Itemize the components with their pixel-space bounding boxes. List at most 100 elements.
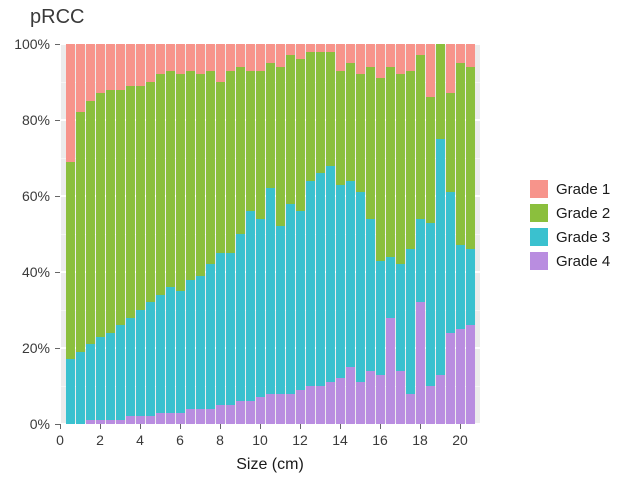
stacked-bar bbox=[406, 44, 415, 424]
bar-segment-grade4 bbox=[386, 318, 395, 424]
legend-item: Grade 3 bbox=[530, 228, 610, 246]
bar-segment-grade2 bbox=[96, 93, 105, 336]
bar-segment-grade4 bbox=[446, 333, 455, 424]
bar-segment-grade1 bbox=[456, 44, 465, 63]
bar-segment-grade3 bbox=[446, 192, 455, 333]
bar-segment-grade3 bbox=[136, 310, 145, 416]
bar-segment-grade1 bbox=[376, 44, 385, 78]
bar-segment-grade3 bbox=[156, 295, 165, 413]
bar-segment-grade2 bbox=[216, 82, 225, 253]
bar-segment-grade2 bbox=[66, 162, 75, 360]
bar-segment-grade3 bbox=[96, 337, 105, 421]
bar-segment-grade4 bbox=[316, 386, 325, 424]
stacked-bar bbox=[256, 44, 265, 424]
bar-segment-grade2 bbox=[446, 93, 455, 192]
bar-segment-grade3 bbox=[456, 245, 465, 329]
bar-segment-grade3 bbox=[226, 253, 235, 405]
bar-segment-grade4 bbox=[416, 302, 425, 424]
bar-segment-grade2 bbox=[146, 82, 155, 302]
bar-segment-grade2 bbox=[306, 52, 315, 181]
y-tick-mark bbox=[55, 120, 60, 121]
stacked-bar bbox=[386, 44, 395, 424]
bar-segment-grade2 bbox=[286, 55, 295, 203]
bar-segment-grade3 bbox=[396, 264, 405, 370]
bar-segment-grade3 bbox=[86, 344, 95, 420]
bar-segment-grade2 bbox=[326, 52, 335, 166]
bar-segment-grade2 bbox=[76, 112, 85, 351]
y-tick-label: 20% bbox=[0, 340, 50, 356]
bar-segment-grade2 bbox=[156, 74, 165, 294]
bar-segment-grade1 bbox=[196, 44, 205, 74]
stacked-bar bbox=[246, 44, 255, 424]
x-tick-label: 4 bbox=[136, 432, 144, 448]
y-tick-mark bbox=[55, 196, 60, 197]
bar-segment-grade3 bbox=[236, 234, 245, 401]
bar-segment-grade1 bbox=[126, 44, 135, 86]
legend-swatch bbox=[530, 252, 548, 270]
bar-segment-grade3 bbox=[176, 291, 185, 413]
x-tick-mark bbox=[180, 424, 181, 429]
stacked-bar bbox=[136, 44, 145, 424]
bar-segment-grade4 bbox=[276, 394, 285, 424]
x-tick-label: 16 bbox=[372, 432, 388, 448]
bar-segment-grade2 bbox=[316, 52, 325, 174]
bar-segment-grade4 bbox=[116, 420, 125, 424]
bar-segment-grade2 bbox=[116, 90, 125, 326]
bar-segment-grade1 bbox=[256, 44, 265, 71]
chart-container: pRCC 0%20%40%60%80%100% 0246810121416182… bbox=[0, 0, 632, 501]
stacked-bar bbox=[96, 44, 105, 424]
bar-segment-grade1 bbox=[116, 44, 125, 90]
x-tick-label: 20 bbox=[452, 432, 468, 448]
y-tick-label: 0% bbox=[0, 416, 50, 432]
bar-segment-grade3 bbox=[386, 257, 395, 318]
bar-segment-grade1 bbox=[176, 44, 185, 74]
bar-segment-grade4 bbox=[106, 420, 115, 424]
x-tick-mark bbox=[300, 424, 301, 429]
bar-segment-grade3 bbox=[116, 325, 125, 420]
bar-segment-grade3 bbox=[286, 204, 295, 394]
bar-segment-grade2 bbox=[436, 44, 445, 139]
legend-label: Grade 1 bbox=[556, 181, 610, 198]
bar-segment-grade1 bbox=[146, 44, 155, 82]
bar-segment-grade2 bbox=[106, 90, 115, 333]
bar-segment-grade1 bbox=[356, 44, 365, 74]
stacked-bar bbox=[76, 44, 85, 424]
x-tick-label: 6 bbox=[176, 432, 184, 448]
stacked-bar bbox=[456, 44, 465, 424]
bar-segment-grade1 bbox=[296, 44, 305, 59]
bar-segment-grade1 bbox=[96, 44, 105, 93]
bar-segment-grade1 bbox=[186, 44, 195, 71]
x-tick-mark bbox=[260, 424, 261, 429]
stacked-bar bbox=[336, 44, 345, 424]
x-tick-mark bbox=[220, 424, 221, 429]
bar-segment-grade3 bbox=[326, 166, 335, 383]
stacked-bar bbox=[346, 44, 355, 424]
bar-segment-grade2 bbox=[356, 74, 365, 192]
bar-segment-grade1 bbox=[156, 44, 165, 74]
bar-segment-grade1 bbox=[426, 44, 435, 97]
stacked-bar bbox=[206, 44, 215, 424]
stacked-bar bbox=[396, 44, 405, 424]
bar-segment-grade1 bbox=[216, 44, 225, 82]
bar-segment-grade3 bbox=[296, 211, 305, 390]
legend-swatch bbox=[530, 204, 548, 222]
bar-segment-grade1 bbox=[266, 44, 275, 63]
bar-segment-grade4 bbox=[226, 405, 235, 424]
bar-segment-grade4 bbox=[186, 409, 195, 424]
legend-item: Grade 1 bbox=[530, 180, 610, 198]
bar-segment-grade1 bbox=[246, 44, 255, 71]
x-tick-mark bbox=[420, 424, 421, 429]
y-tick-mark bbox=[55, 44, 60, 45]
bar-segment-grade1 bbox=[396, 44, 405, 74]
bar-segment-grade2 bbox=[366, 67, 375, 219]
stacked-bar bbox=[326, 44, 335, 424]
x-tick-mark bbox=[380, 424, 381, 429]
bar-segment-grade3 bbox=[426, 223, 435, 386]
bar-segment-grade1 bbox=[106, 44, 115, 90]
bar-segment-grade4 bbox=[296, 390, 305, 424]
bar-segment-grade3 bbox=[76, 352, 85, 424]
bar-segment-grade4 bbox=[146, 416, 155, 424]
bar-segment-grade2 bbox=[126, 86, 135, 318]
bar-segment-grade1 bbox=[86, 44, 95, 101]
bar-segment-grade4 bbox=[326, 382, 335, 424]
